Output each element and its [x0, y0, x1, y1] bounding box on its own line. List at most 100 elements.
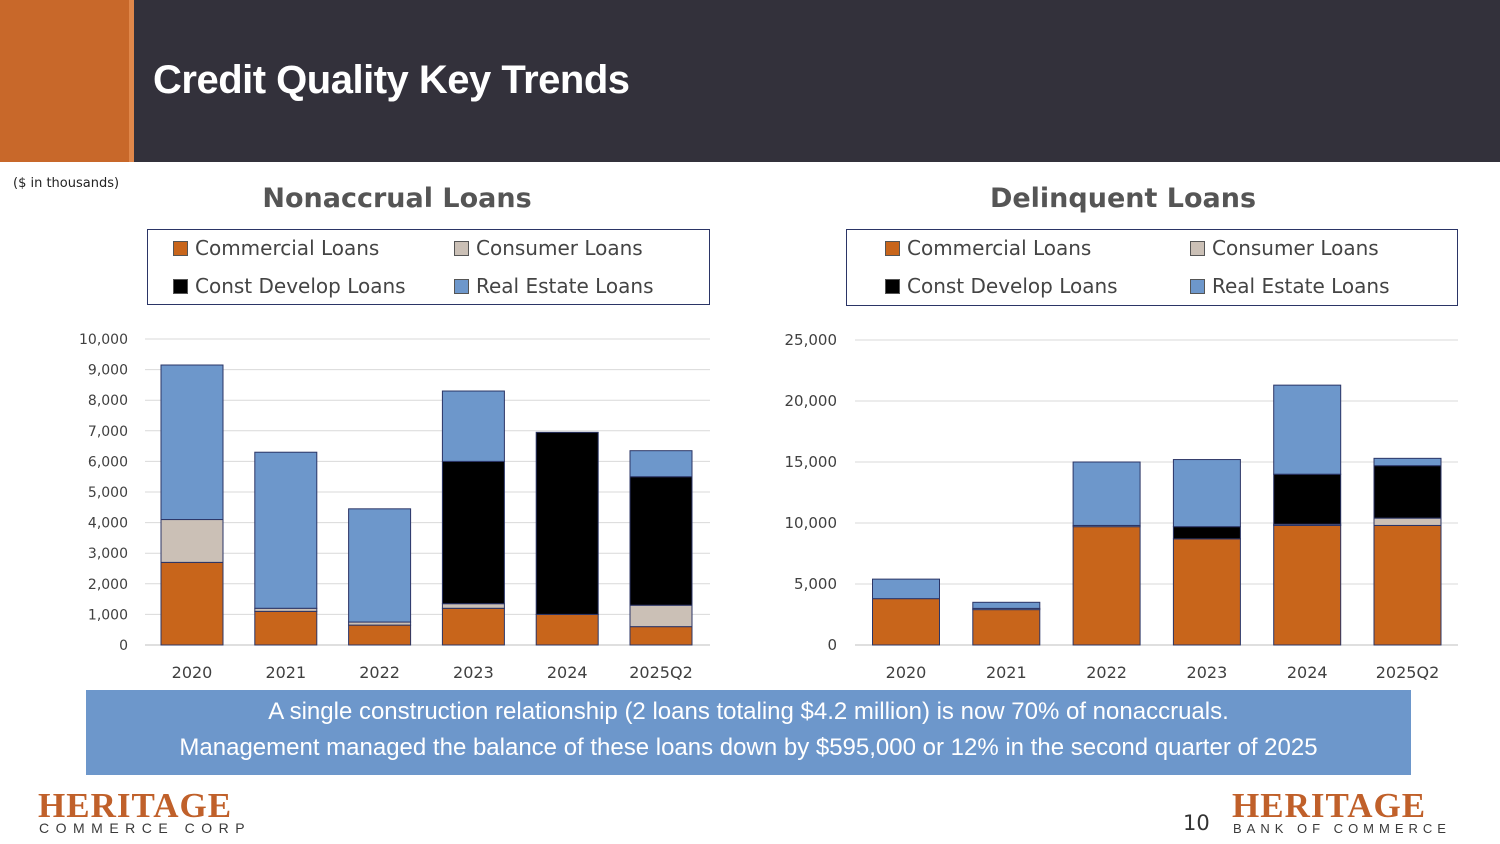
commercial-swatch: [885, 240, 900, 256]
logo-right-tagline: BANK OF COMMERCE: [1233, 821, 1451, 836]
nonaccrual-bar-const-develop-2023: [441, 460, 505, 605]
legend-label: Const Develop Loans: [907, 274, 1118, 298]
const-develop-swatch: [885, 278, 900, 294]
nonaccrual-bar-commercial-2020: [160, 561, 224, 646]
delinquent-bar-real-estate-2021: [972, 601, 1041, 609]
nonaccrual-y-tick-label: 10,000: [79, 332, 128, 348]
nonaccrual-chart-title: Nonaccrual Loans: [262, 183, 532, 214]
delinquent-chart-title: Delinquent Loans: [989, 183, 1257, 214]
delinquent-bar-const-develop-2024: [1273, 473, 1342, 525]
commercial-swatch: [173, 240, 188, 256]
delinquent-bar-const-develop-2025q2: [1373, 465, 1442, 519]
delinquent-y-tick-label: 0: [827, 636, 837, 654]
legend-label: Consumer Loans: [1212, 236, 1379, 260]
nonaccrual-bar-real-estate-2022: [348, 508, 412, 623]
nonaccrual-bar-real-estate-2023: [441, 390, 505, 462]
legend-label: Commercial Loans: [907, 236, 1092, 260]
delinquent-bar-real-estate-2024: [1273, 384, 1342, 475]
nonaccrual-legend: Commercial Loans Consumer Loans Const De…: [147, 229, 710, 305]
legend-label: Real Estate Loans: [1212, 274, 1390, 298]
page-title: Credit Quality Key Trends: [153, 58, 630, 102]
callout-line-1: A single construction relationship (2 lo…: [268, 698, 1229, 725]
nonaccrual-y-tick-label: 4,000: [88, 516, 128, 532]
nonaccrual-x-tick-label: 2021: [265, 663, 306, 682]
nonaccrual-y-tick-label: 7,000: [88, 424, 128, 440]
delinquent-bar-consumer-2025q2: [1373, 517, 1442, 526]
delinquent-x-tick-label: 2024: [1287, 663, 1328, 682]
logo-left-name: HERITAGE: [38, 786, 233, 825]
nonaccrual-x-tick-label: 2023: [453, 663, 494, 682]
delinquent-bar-real-estate-2020: [872, 578, 940, 600]
callout-line-2: Management managed the balance of these …: [179, 734, 1318, 761]
nonaccrual-bar-real-estate-2021: [254, 451, 318, 609]
real-estate-swatch: [1190, 278, 1205, 294]
const-develop-swatch: [173, 278, 188, 294]
nonaccrual-y-tick-label: 9,000: [88, 363, 128, 379]
consumer-swatch: [1190, 240, 1205, 256]
consumer-swatch: [454, 240, 469, 256]
nonaccrual-bar-commercial-2025q2: [629, 626, 693, 646]
delinquent-bar-commercial-2022: [1072, 526, 1141, 646]
delinquent-bar-commercial-2024: [1273, 524, 1342, 646]
legend-item-const-develop: Const Develop Loans: [173, 274, 406, 298]
delinquent-y-tick-label: 10,000: [785, 514, 838, 532]
legend-item-consumer: Consumer Loans: [454, 236, 643, 260]
header-accent-block: [0, 0, 134, 162]
units-note: ($ in thousands): [13, 176, 120, 191]
delinquent-x-tick-label: 2023: [1187, 663, 1228, 682]
delinquent-x-tick-label: 2020: [886, 663, 927, 682]
nonaccrual-x-tick-label: 2022: [359, 663, 400, 682]
page-number: 10: [1183, 811, 1210, 835]
delinquent-y-tick-label: 5,000: [794, 575, 837, 593]
delinquent-bar-commercial-2021: [972, 609, 1041, 646]
legend-item-real-estate: Real Estate Loans: [1190, 274, 1390, 298]
logo-right-name: HERITAGE: [1232, 786, 1427, 825]
logo-left-tagline: COMMERCE CORP: [39, 820, 252, 836]
legend-label: Const Develop Loans: [195, 274, 406, 298]
nonaccrual-y-tick-label: 3,000: [88, 546, 128, 562]
header-bar: [0, 0, 1500, 162]
delinquent-bar-commercial-2025q2: [1373, 524, 1442, 646]
nonaccrual-bar-real-estate-2020: [160, 364, 224, 521]
real-estate-swatch: [454, 278, 469, 294]
delinquent-bar-real-estate-2023: [1172, 459, 1241, 528]
nonaccrual-bar-const-develop-2025q2: [629, 476, 693, 606]
delinquent-x-tick-label: 2022: [1086, 663, 1127, 682]
nonaccrual-x-tick-label: 2024: [547, 663, 588, 682]
nonaccrual-x-tick-label: 2025Q2: [629, 663, 693, 682]
delinquent-bar-real-estate-2022: [1072, 461, 1141, 526]
delinquent-y-tick-label: 20,000: [785, 392, 838, 410]
legend-label: Real Estate Loans: [476, 274, 654, 298]
nonaccrual-y-tick-label: 1,000: [88, 607, 128, 623]
nonaccrual-y-tick-label: 6,000: [88, 454, 128, 470]
nonaccrual-bar-commercial-2023: [441, 607, 505, 646]
nonaccrual-bar-const-develop-2024: [535, 431, 599, 615]
legend-item-commercial: Commercial Loans: [885, 236, 1091, 260]
nonaccrual-y-tick-label: 0: [119, 638, 128, 654]
nonaccrual-bar-commercial-2021: [254, 610, 318, 646]
delinquent-bar-const-develop-2023: [1172, 526, 1241, 540]
delinquent-bar-real-estate-2025q2: [1373, 457, 1442, 467]
delinquent-bar-commercial-2023: [1172, 538, 1241, 646]
header-accent-stripe: [129, 0, 134, 162]
nonaccrual-y-tick-label: 5,000: [88, 485, 128, 501]
callout-box: A single construction relationship (2 lo…: [86, 690, 1411, 775]
delinquent-bar-commercial-2020: [872, 598, 940, 646]
nonaccrual-bar-commercial-2024: [535, 613, 599, 646]
delinquent-y-tick-label: 15,000: [785, 453, 838, 471]
nonaccrual-bar-consumer-2025q2: [629, 604, 693, 628]
nonaccrual-bar-real-estate-2025q2: [629, 450, 693, 478]
nonaccrual-y-tick-label: 8,000: [88, 393, 128, 409]
delinquent-x-tick-label: 2025Q2: [1376, 663, 1440, 682]
legend-item-commercial: Commercial Loans: [173, 236, 379, 260]
nonaccrual-bar-commercial-2022: [348, 624, 412, 646]
nonaccrual-y-tick-label: 2,000: [88, 577, 128, 593]
delinquent-x-tick-label: 2021: [986, 663, 1027, 682]
nonaccrual-bar-consumer-2023: [441, 603, 505, 609]
delinquent-y-tick-label: 25,000: [785, 331, 838, 349]
legend-item-real-estate: Real Estate Loans: [454, 274, 654, 298]
delinquent-legend: Commercial Loans Consumer Loans Const De…: [846, 229, 1458, 306]
legend-item-const-develop: Const Develop Loans: [885, 274, 1118, 298]
legend-label: Consumer Loans: [476, 236, 643, 260]
